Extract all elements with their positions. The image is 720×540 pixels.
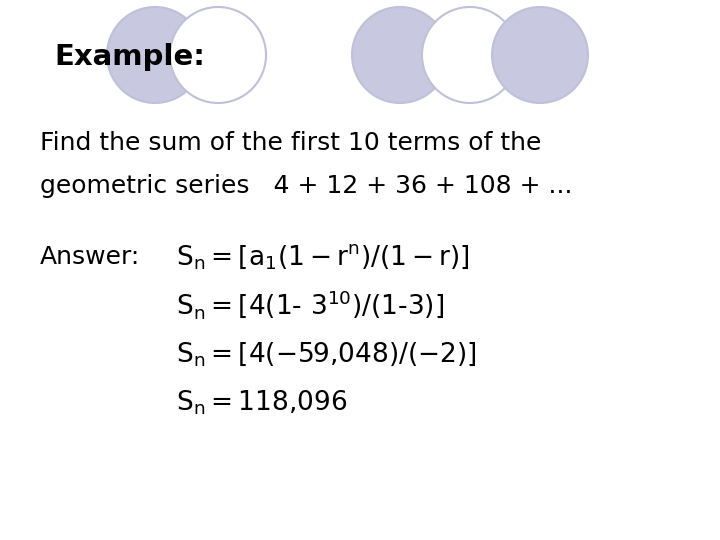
Text: $\mathrm{S_n = [a_1(1 - r^n)/(1 - r)]}$: $\mathrm{S_n = [a_1(1 - r^n)/(1 - r)]}$ — [176, 242, 470, 271]
Text: Find the sum of the first 10 terms of the: Find the sum of the first 10 terms of th… — [40, 131, 541, 155]
Circle shape — [422, 7, 518, 103]
Text: $\mathrm{S_n = 118{,}096}$: $\mathrm{S_n = 118{,}096}$ — [176, 388, 348, 416]
Text: geometric series   4 + 12 + 36 + 108 + ...: geometric series 4 + 12 + 36 + 108 + ... — [40, 174, 572, 198]
Text: Answer:: Answer: — [40, 245, 140, 268]
Text: Example:: Example: — [54, 43, 205, 71]
Circle shape — [352, 7, 448, 103]
Circle shape — [107, 7, 203, 103]
Circle shape — [492, 7, 588, 103]
Text: $\mathrm{S_n = [4(1\text{-}\ 3^{10})/(1\text{-}3)]}$: $\mathrm{S_n = [4(1\text{-}\ 3^{10})/(1\… — [176, 289, 444, 321]
Circle shape — [170, 7, 266, 103]
Text: $\mathrm{S_n = [4(-59{,}048)/(-2)]}$: $\mathrm{S_n = [4(-59{,}048)/(-2)]}$ — [176, 340, 477, 368]
